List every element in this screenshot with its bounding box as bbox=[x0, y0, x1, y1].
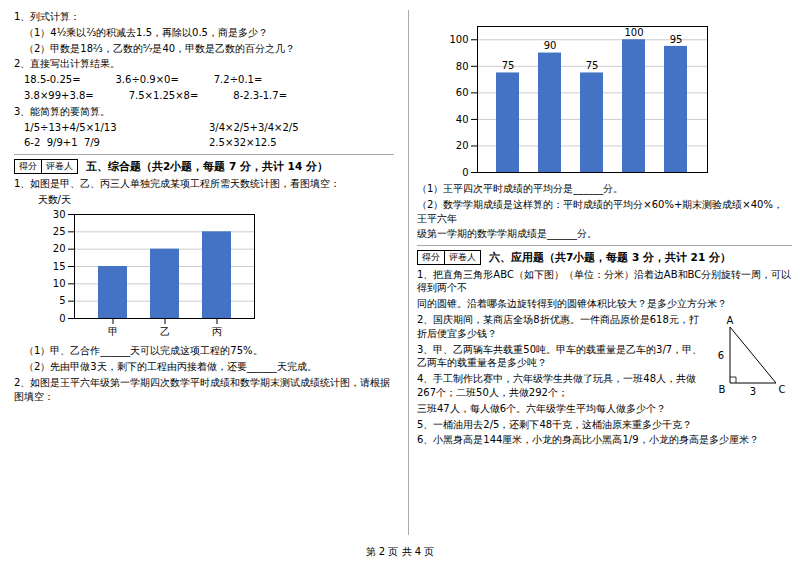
html-text:6、小黑身高是144厘米，小龙的身高比小黑高1/9，小龙的身: 6、小黑身高是144厘米，小龙的身高比小黑高1/9，小龙的身高是多少厘米？ bbox=[417, 434, 759, 446]
svg-text:95: 95 bbox=[670, 34, 683, 45]
html-text:3/4×2/5+3/4×2/5: 3/4×2/5+3/4×2/5 bbox=[209, 121, 299, 133]
svg-text:5: 5 bbox=[59, 296, 65, 307]
svg-text:C: C bbox=[779, 384, 786, 395]
html-text:6-2 9/9+1 7/9: 6-2 9/9+1 7/9 bbox=[24, 137, 100, 149]
svg-text:15: 15 bbox=[53, 261, 66, 272]
html-text:得分: 得分 bbox=[19, 161, 37, 172]
html-text:3、能简算的要简算。: 3、能简算的要简算。 bbox=[14, 105, 111, 117]
svg-text:100: 100 bbox=[624, 27, 643, 38]
svg-text:30: 30 bbox=[53, 209, 66, 220]
svg-text:B: B bbox=[719, 384, 726, 395]
html-text:2、国庆期间，某商店全场8折优惠。一件商品原价是618元，打: 2、国庆期间，某商店全场8折优惠。一件商品原价是618元，打折后便宜多少钱？ bbox=[417, 314, 699, 339]
html-text:3、甲、乙两辆车共载重50吨。甲车的载重量是乙车的3/7，甲: 3、甲、乙两辆车共载重50吨。甲车的载重量是乙车的3/7，甲、乙两车的载重量各是… bbox=[417, 343, 703, 369]
svg-text:20: 20 bbox=[456, 140, 469, 151]
svg-text:甲: 甲 bbox=[108, 326, 118, 337]
html-text:（2）甲数是18⅔，乙数的⁵⁄₇是40，甲数是乙数的百分之几: （2）甲数是18⅔，乙数的⁵⁄₇是40，甲数是乙数的百分之几？ bbox=[24, 42, 296, 54]
svg-text:90: 90 bbox=[544, 40, 557, 51]
html-text:1/5÷13+4/5×1/13: 1/5÷13+4/5×1/13 bbox=[24, 121, 117, 133]
svg-text:天数/天: 天数/天 bbox=[38, 194, 71, 205]
html-text:（1）4½乘以⅔的积减去1.5，再除以0.5，商是多少？: （1）4½乘以⅔的积减去1.5，再除以0.5，商是多少？ bbox=[24, 26, 268, 38]
html-text:1、把直角三角形ABC（如下图）（单位：分米）沿着边AB和B: 1、把直角三角形ABC（如下图）（单位：分米）沿着边AB和BC分别旋转一周，可以… bbox=[417, 268, 792, 294]
svg-text:100: 100 bbox=[449, 34, 468, 45]
svg-text:75: 75 bbox=[502, 60, 515, 71]
html-text:2、直接写出计算结果。: 2、直接写出计算结果。 bbox=[14, 58, 121, 70]
svg-text:60: 60 bbox=[456, 87, 469, 98]
svg-text:75: 75 bbox=[586, 60, 599, 71]
html-text:4、手工制作比赛中，六年级学生共做了玩具，一班48人，共做2: 4、手工制作比赛中，六年级学生共做了玩具，一班48人，共做267个；二班50人，… bbox=[417, 373, 697, 398]
html-text:（2）数学学期成绩是这样算的：平时成绩的平均分×60%+期末: （2）数学学期成绩是这样算的：平时成绩的平均分×60%+期末测验成绩×40%，王… bbox=[417, 198, 783, 224]
svg-text:A: A bbox=[727, 315, 734, 326]
html-text:第 2 页 共 4 页: 第 2 页 共 4 页 bbox=[365, 546, 435, 557]
html-text:1、列式计算：: 1、列式计算： bbox=[14, 11, 81, 22]
html-text:（1）王平四次平时成绩的平均分是______分。: （1）王平四次平时成绩的平均分是______分。 bbox=[417, 183, 624, 194]
svg-text:10: 10 bbox=[53, 278, 66, 289]
html-text:六、应用题（共7小题，每题 3 分，共计 21 分）: 六、应用题（共7小题，每题 3 分，共计 21 分） bbox=[489, 251, 731, 264]
html-text:级第一学期的数学学期成绩是______分。: 级第一学期的数学学期成绩是______分。 bbox=[417, 228, 597, 240]
svg-text:乙: 乙 bbox=[160, 326, 170, 337]
html-text:2.5×32×12.5: 2.5×32×12.5 bbox=[209, 137, 277, 149]
svg-text:25: 25 bbox=[53, 226, 66, 237]
html-text:2、如图是王平六年级第一学期四次数学平时成绩和数学期末测试成: 2、如图是王平六年级第一学期四次数学平时成绩和数学期末测试成绩统计图，请根据图填… bbox=[14, 377, 391, 402]
svg-text:0: 0 bbox=[462, 167, 468, 178]
html-text:（2）先由甲做3天，剩下的工程由丙接着做，还要______天: （2）先由甲做3天，剩下的工程由丙接着做，还要______天完成。 bbox=[24, 361, 317, 373]
html-text:18.5-0.25= 3.6÷0.9×0= 7.2÷0.1=: 18.5-0.25= 3.6÷0.9×0= 7.2÷0.1= bbox=[24, 74, 263, 86]
html-text:5、一桶油用去2/5，还剩下48千克，这桶油原来重多少千克？: 5、一桶油用去2/5，还剩下48千克，这桶油原来重多少千克？ bbox=[417, 418, 693, 430]
svg-text:40: 40 bbox=[456, 114, 469, 125]
svg-text:3: 3 bbox=[750, 386, 756, 397]
html-text:同的圆锥。沿着哪条边旋转得到的圆锥体积比较大？是多少立方分米: 同的圆锥。沿着哪条边旋转得到的圆锥体积比较大？是多少立方分米？ bbox=[417, 298, 727, 310]
html-text:得分: 得分 bbox=[422, 252, 440, 263]
html-text:（1）甲、乙合作______天可以完成这项工程的75%。: （1）甲、乙合作______天可以完成这项工程的75%。 bbox=[24, 345, 263, 357]
svg-text:20: 20 bbox=[53, 244, 66, 255]
svg-text:6: 6 bbox=[718, 350, 724, 361]
svg-text:0: 0 bbox=[59, 313, 65, 324]
html-text:评卷人: 评卷人 bbox=[46, 161, 73, 172]
html-text:五、综合题（共2小题，每题 7 分，共计 14 分）: 五、综合题（共2小题，每题 7 分，共计 14 分） bbox=[86, 160, 328, 173]
html-text:3.8×99+3.8= 7.5×1.25×8= 8-2.3-: 3.8×99+3.8= 7.5×1.25×8= 8-2.3-1.7= bbox=[24, 90, 287, 101]
html-text:1、如图是甲、乙、丙三人单独完成某项工程所需天数统计图，看图: 1、如图是甲、乙、丙三人单独完成某项工程所需天数统计图，看图填空： bbox=[14, 177, 341, 189]
html-text:评卷人: 评卷人 bbox=[449, 252, 476, 263]
html-text:三班47人，每人做6个。六年级学生平均每人做多少个？: 三班47人，每人做6个。六年级学生平均每人做多少个？ bbox=[417, 402, 667, 414]
svg-text:80: 80 bbox=[456, 61, 469, 72]
svg-text:丙: 丙 bbox=[212, 326, 222, 337]
